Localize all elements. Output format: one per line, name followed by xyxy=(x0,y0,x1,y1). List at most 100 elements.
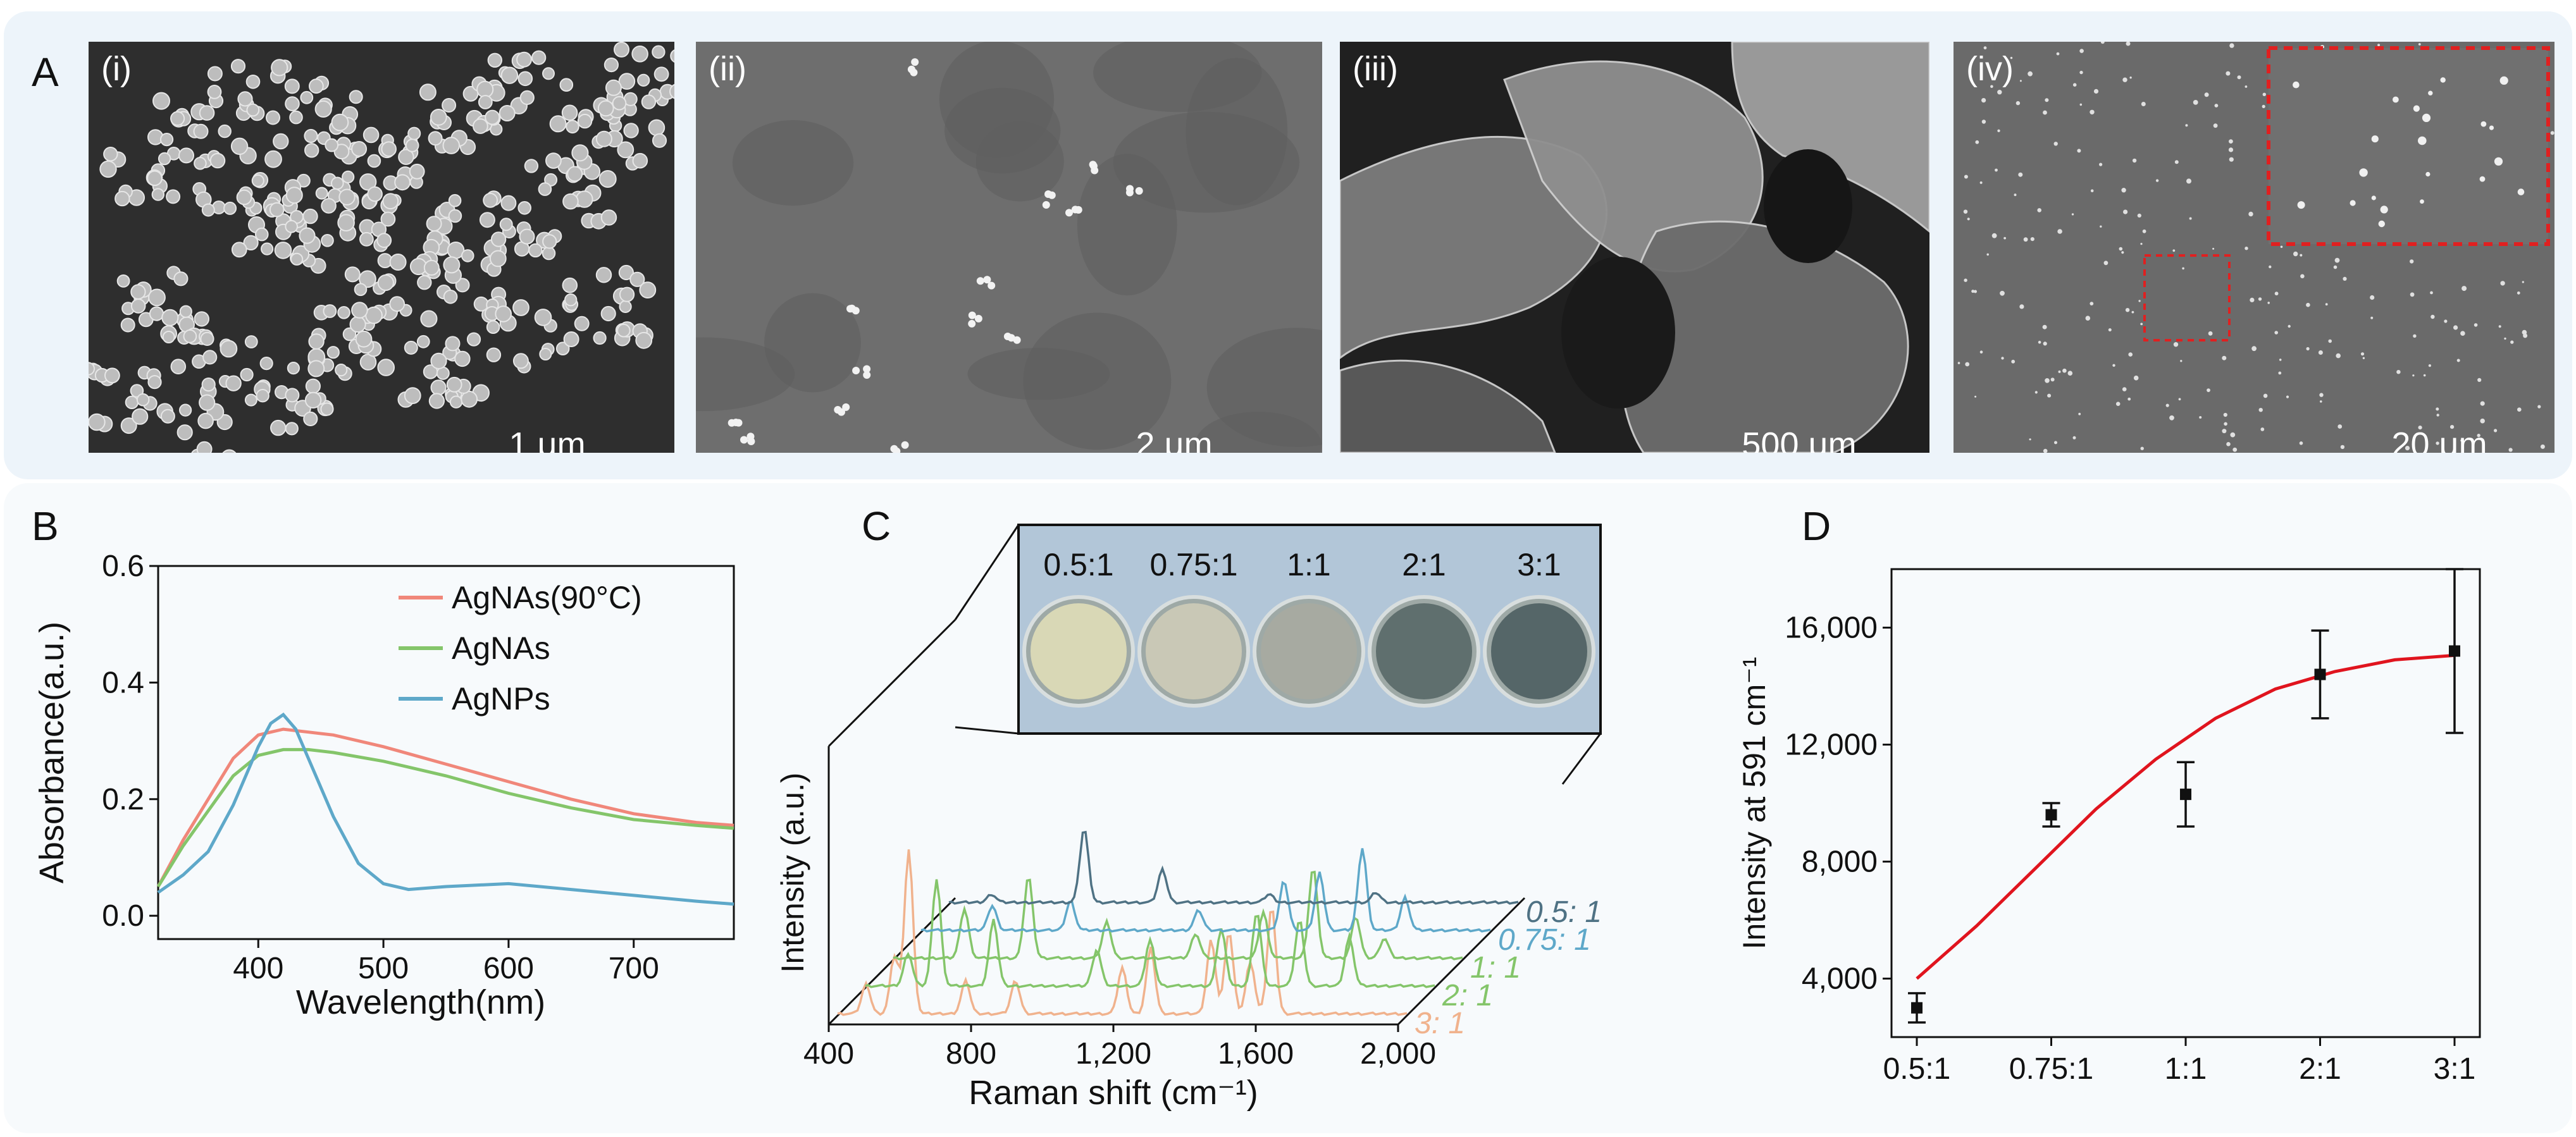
sem-4-speck-173 xyxy=(1975,140,1979,144)
sem-4-speck-221 xyxy=(2336,353,2341,359)
chart-c-spectrum-4 xyxy=(837,849,1408,1016)
sem-4-speck-201 xyxy=(2230,432,2236,438)
sem-1-particle-383 xyxy=(300,90,314,104)
sem-4-speck-57 xyxy=(2126,42,2131,46)
raman-chart: 3: 12: 11: 10.75: 10.5: 1 400 800 1,200 1,60… xyxy=(775,524,1602,1112)
sem-1-particle-338 xyxy=(534,309,552,326)
sem-4-speck-133 xyxy=(2477,378,2482,383)
sem-1-particle-184 xyxy=(545,152,562,169)
sem-1-particle-462 xyxy=(199,394,216,411)
sem-1-particle-113 xyxy=(381,141,397,157)
sem-4-speck-180 xyxy=(2328,339,2332,343)
sem-4-speck-89 xyxy=(2078,412,2081,415)
sem-2-shadow-13 xyxy=(1113,111,1300,213)
sem-4-speck-27 xyxy=(2280,245,2283,249)
sem-1-particle-22 xyxy=(193,123,209,139)
sem-1-particle-95 xyxy=(338,188,356,206)
sem-4-speck-21 xyxy=(2125,308,2130,312)
sem-1-particle-478 xyxy=(104,367,120,384)
sem-2-shadow-10 xyxy=(1093,42,1262,113)
sem-1-particle-388 xyxy=(289,110,303,125)
sem-1-particle-153 xyxy=(473,296,489,312)
sem-4-speck-184 xyxy=(2019,80,2022,82)
sem-1-particle-59 xyxy=(243,235,259,250)
sem-1-particle-344 xyxy=(618,264,635,281)
sem-4-speck-134 xyxy=(2079,103,2083,106)
sem-4-speck-39 xyxy=(1965,362,1970,367)
sem-1-particle-110 xyxy=(409,163,425,180)
sem-1-particle-414 xyxy=(478,95,493,109)
sem-1-particle-9 xyxy=(166,189,181,204)
sem-image-1-picture xyxy=(89,42,674,453)
sem-4-speck-185 xyxy=(2119,247,2123,251)
sem-4-speck-47 xyxy=(2267,302,2270,304)
sem-2-particle-26 xyxy=(1007,334,1015,342)
sem-4-speck-153 xyxy=(2498,325,2501,328)
sem-1-particle-161 xyxy=(528,243,543,258)
sem-4-speck-54 xyxy=(2517,291,2520,295)
sem-1-particle-477 xyxy=(147,375,162,390)
sem-2-particle-16 xyxy=(976,277,984,285)
sem-1-particle-461 xyxy=(197,412,214,429)
sem-1-particle-416 xyxy=(473,118,488,134)
sem-1-particle-261 xyxy=(183,329,197,343)
sem-1-particle-127 xyxy=(380,211,396,227)
chart-c-dish-3 xyxy=(1376,603,1472,699)
sem-1-particle-323 xyxy=(428,393,445,409)
sem-4-speck-250 xyxy=(2138,300,2141,302)
sem-1-particle-375 xyxy=(230,59,246,74)
sem-1-particle-80 xyxy=(321,234,334,247)
chart-c-spectrum-2 xyxy=(893,870,1463,961)
chart-d-point-4 xyxy=(2449,645,2460,657)
sem-1-particle-313 xyxy=(404,340,418,355)
sem-1-particle-445 xyxy=(389,296,406,312)
sem-3-sheet-1 xyxy=(1503,60,1764,273)
sem-1-particle-365 xyxy=(207,66,223,82)
chart-b-ylabel: Absorbance(a.u.) xyxy=(38,622,71,883)
sem-4-speck-123 xyxy=(2045,98,2049,102)
sem-2-particle-32 xyxy=(842,403,850,411)
sem-1-particle-97 xyxy=(367,186,383,202)
sem-1-particle-247 xyxy=(194,311,210,327)
panel-b-letter: B xyxy=(32,503,59,549)
sem-1-particle-451 xyxy=(417,275,432,290)
sem-1-particle-123 xyxy=(448,194,462,207)
sem-4-speck-152 xyxy=(2293,251,2298,257)
sem-4-speck-53 xyxy=(2180,360,2183,362)
sem-1-particle-236 xyxy=(149,306,164,321)
sem-1-particle-124 xyxy=(389,254,407,271)
sem-1-particle-101 xyxy=(398,149,414,165)
sem-1-particle-250 xyxy=(173,271,189,286)
sem-4-speck-38 xyxy=(2133,375,2139,381)
sem-4-speck-255 xyxy=(2461,286,2467,292)
sem-2-particle-31 xyxy=(834,406,842,414)
sem-1-particle-370 xyxy=(207,85,222,99)
sem-4-speck-111 xyxy=(2299,441,2303,445)
sem-1-particle-105 xyxy=(405,138,419,152)
scale-bar-4-text: 20 μm xyxy=(2391,426,2487,453)
chart-c-xtick-label-2: 1,200 xyxy=(1075,1037,1151,1071)
sem-4-speck-179 xyxy=(2325,303,2328,306)
sem-1-particle-381 xyxy=(309,78,324,94)
sem-4-speck-157 xyxy=(2450,425,2455,429)
sem-2-particle-38 xyxy=(747,438,755,445)
sem-4-speck-237 xyxy=(2029,438,2031,441)
sem-4-speck-110 xyxy=(2127,397,2131,401)
sem-4-speck-169 xyxy=(2042,324,2047,329)
sem-4-speck-97 xyxy=(2262,92,2266,96)
sem-2-shadow-8 xyxy=(944,87,1061,174)
sem-4-speck-259 xyxy=(2121,188,2126,193)
sem-4-speck-106 xyxy=(1981,120,1986,124)
sem-1-particle-268 xyxy=(285,422,299,436)
sem-4-speck-121 xyxy=(2043,110,2047,115)
sem-4-speck-139 xyxy=(2018,172,2023,177)
sem-1-particle-235 xyxy=(130,284,146,300)
sem-4-speck-35 xyxy=(2037,208,2041,212)
sem-1-particle-135 xyxy=(455,278,470,293)
sem-1-particle-258 xyxy=(240,367,254,382)
sem-1-particle-352 xyxy=(629,271,645,287)
sem-1-particle-469 xyxy=(125,395,139,409)
sem-4-speck-182 xyxy=(2038,340,2041,344)
inset-particle-19 xyxy=(2393,96,2399,103)
sem-2-particle-19 xyxy=(968,319,976,328)
